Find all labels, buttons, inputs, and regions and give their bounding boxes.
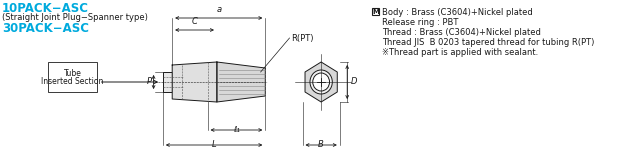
- Text: Inserted Section: Inserted Section: [41, 77, 104, 85]
- Polygon shape: [305, 62, 337, 102]
- Text: Tube: Tube: [63, 68, 82, 78]
- Text: L: L: [212, 140, 217, 149]
- Text: (Straight Joint Plug−Spanner type): (Straight Joint Plug−Spanner type): [2, 13, 148, 22]
- Text: a: a: [216, 5, 221, 14]
- Text: Body : Brass (C3604)+Nickel plated: Body : Brass (C3604)+Nickel plated: [382, 8, 533, 17]
- Text: B: B: [318, 140, 324, 149]
- Text: P: P: [147, 78, 152, 86]
- Text: M: M: [372, 9, 379, 15]
- Text: 10PACK−ASC: 10PACK−ASC: [2, 2, 89, 15]
- Text: ※Thread part is applied with sealant.: ※Thread part is applied with sealant.: [382, 48, 538, 57]
- Bar: [372, 8, 379, 15]
- Text: Thread JIS  B 0203 tapered thread for tubing R(PT): Thread JIS B 0203 tapered thread for tub…: [382, 38, 594, 47]
- Circle shape: [313, 73, 330, 91]
- Text: Release ring : PBT: Release ring : PBT: [382, 18, 458, 27]
- Circle shape: [310, 70, 332, 94]
- Text: ℓ₁: ℓ₁: [233, 125, 240, 134]
- Text: 30PACK−ASC: 30PACK−ASC: [2, 22, 89, 35]
- Bar: [48, 62, 97, 92]
- Text: C: C: [192, 17, 197, 26]
- Text: Thread : Brass (C3604)+Nickel plated: Thread : Brass (C3604)+Nickel plated: [382, 28, 541, 37]
- Polygon shape: [172, 62, 217, 102]
- Text: R(PT): R(PT): [291, 33, 314, 43]
- Polygon shape: [217, 62, 265, 102]
- Text: D: D: [351, 78, 357, 86]
- Bar: [163, 72, 172, 92]
